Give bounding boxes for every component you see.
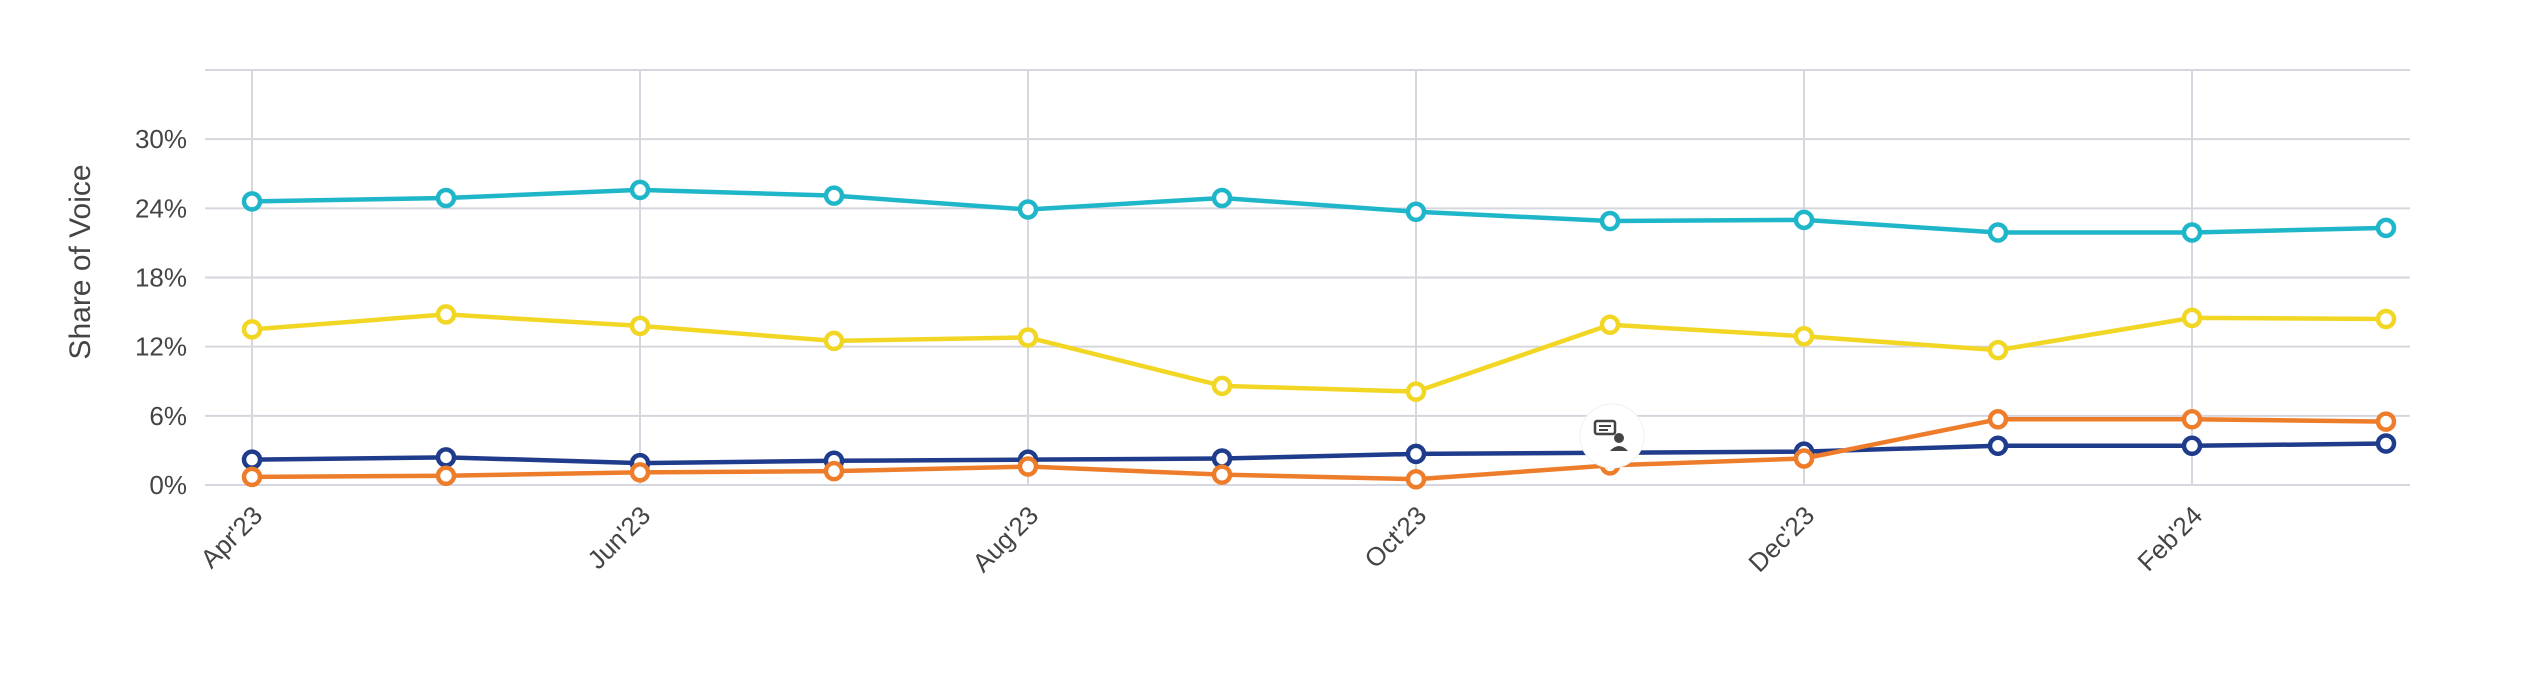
data-point[interactable] xyxy=(1211,464,1233,485)
data-point[interactable] xyxy=(629,462,651,483)
data-point[interactable] xyxy=(2375,308,2397,330)
data-point[interactable] xyxy=(241,466,263,488)
series-1 xyxy=(241,179,2397,243)
grid xyxy=(205,69,2410,486)
x-tick-label: Aug'23 xyxy=(966,500,1044,578)
data-point[interactable] xyxy=(1405,468,1427,490)
data-point[interactable] xyxy=(1987,222,2009,243)
series-line xyxy=(249,417,2389,482)
y-tick-label: 30% xyxy=(135,124,187,154)
data-point[interactable] xyxy=(1793,326,1815,347)
data-point[interactable] xyxy=(1599,210,1621,232)
series-line xyxy=(249,441,2389,466)
data-point[interactable] xyxy=(1599,314,1621,336)
data-point[interactable] xyxy=(1017,327,1039,348)
data-point[interactable] xyxy=(2181,409,2203,430)
data-point[interactable] xyxy=(823,460,845,482)
series-line xyxy=(249,312,2389,394)
data-point[interactable] xyxy=(241,191,263,212)
series-3 xyxy=(241,433,2397,474)
data-point[interactable] xyxy=(1017,199,1039,220)
data-point[interactable] xyxy=(1211,187,1233,209)
data-point[interactable] xyxy=(435,465,457,487)
data-point[interactable] xyxy=(1987,409,2009,430)
data-point[interactable] xyxy=(1211,448,1233,469)
data-point[interactable] xyxy=(2181,307,2203,329)
data-point[interactable] xyxy=(1405,381,1427,402)
y-axis-title: Share of Voice xyxy=(64,164,97,359)
data-point[interactable] xyxy=(1405,201,1427,223)
data-point[interactable] xyxy=(1987,339,2009,361)
data-point[interactable] xyxy=(241,319,263,340)
data-point[interactable] xyxy=(435,187,457,209)
data-point[interactable] xyxy=(1017,456,1039,477)
data-point[interactable] xyxy=(1405,443,1427,465)
y-tick-label: 0% xyxy=(149,470,187,500)
x-tick-label: Apr'23 xyxy=(194,500,268,574)
series xyxy=(241,179,2397,490)
data-point[interactable] xyxy=(1793,448,1815,469)
data-point[interactable] xyxy=(2375,217,2397,239)
y-tick-label: 6% xyxy=(149,401,187,431)
data-point[interactable] xyxy=(435,304,457,325)
series-2 xyxy=(241,304,2397,402)
data-point[interactable] xyxy=(629,179,651,201)
data-point[interactable] xyxy=(2181,222,2203,243)
x-tick-label: Oct'23 xyxy=(1358,500,1432,574)
data-point[interactable] xyxy=(1211,375,1233,397)
x-tick-label: Jun'23 xyxy=(581,500,656,575)
data-point[interactable] xyxy=(2375,433,2397,454)
data-point[interactable] xyxy=(1793,209,1815,231)
data-point[interactable] xyxy=(2375,411,2397,432)
chat-user-icon[interactable] xyxy=(1579,403,1645,469)
x-tick-label: Dec'23 xyxy=(1742,500,1820,578)
series-4 xyxy=(241,409,2397,490)
series-line xyxy=(249,187,2389,235)
axes: Share of Voice 0% 6% 12% 18% 24% 30% Apr'23 Jun… xyxy=(64,124,2208,578)
data-point[interactable] xyxy=(241,449,263,470)
y-tick-label: 18% xyxy=(135,263,187,293)
y-tick-label: 12% xyxy=(135,332,187,362)
data-point[interactable] xyxy=(1987,435,2009,457)
data-point[interactable] xyxy=(823,330,845,352)
data-point[interactable] xyxy=(435,447,457,468)
data-point[interactable] xyxy=(2181,435,2203,457)
x-tick-label: Feb'24 xyxy=(2131,500,2208,577)
data-point[interactable] xyxy=(823,185,845,206)
data-point[interactable] xyxy=(629,315,651,337)
y-tick-label: 24% xyxy=(135,193,187,223)
